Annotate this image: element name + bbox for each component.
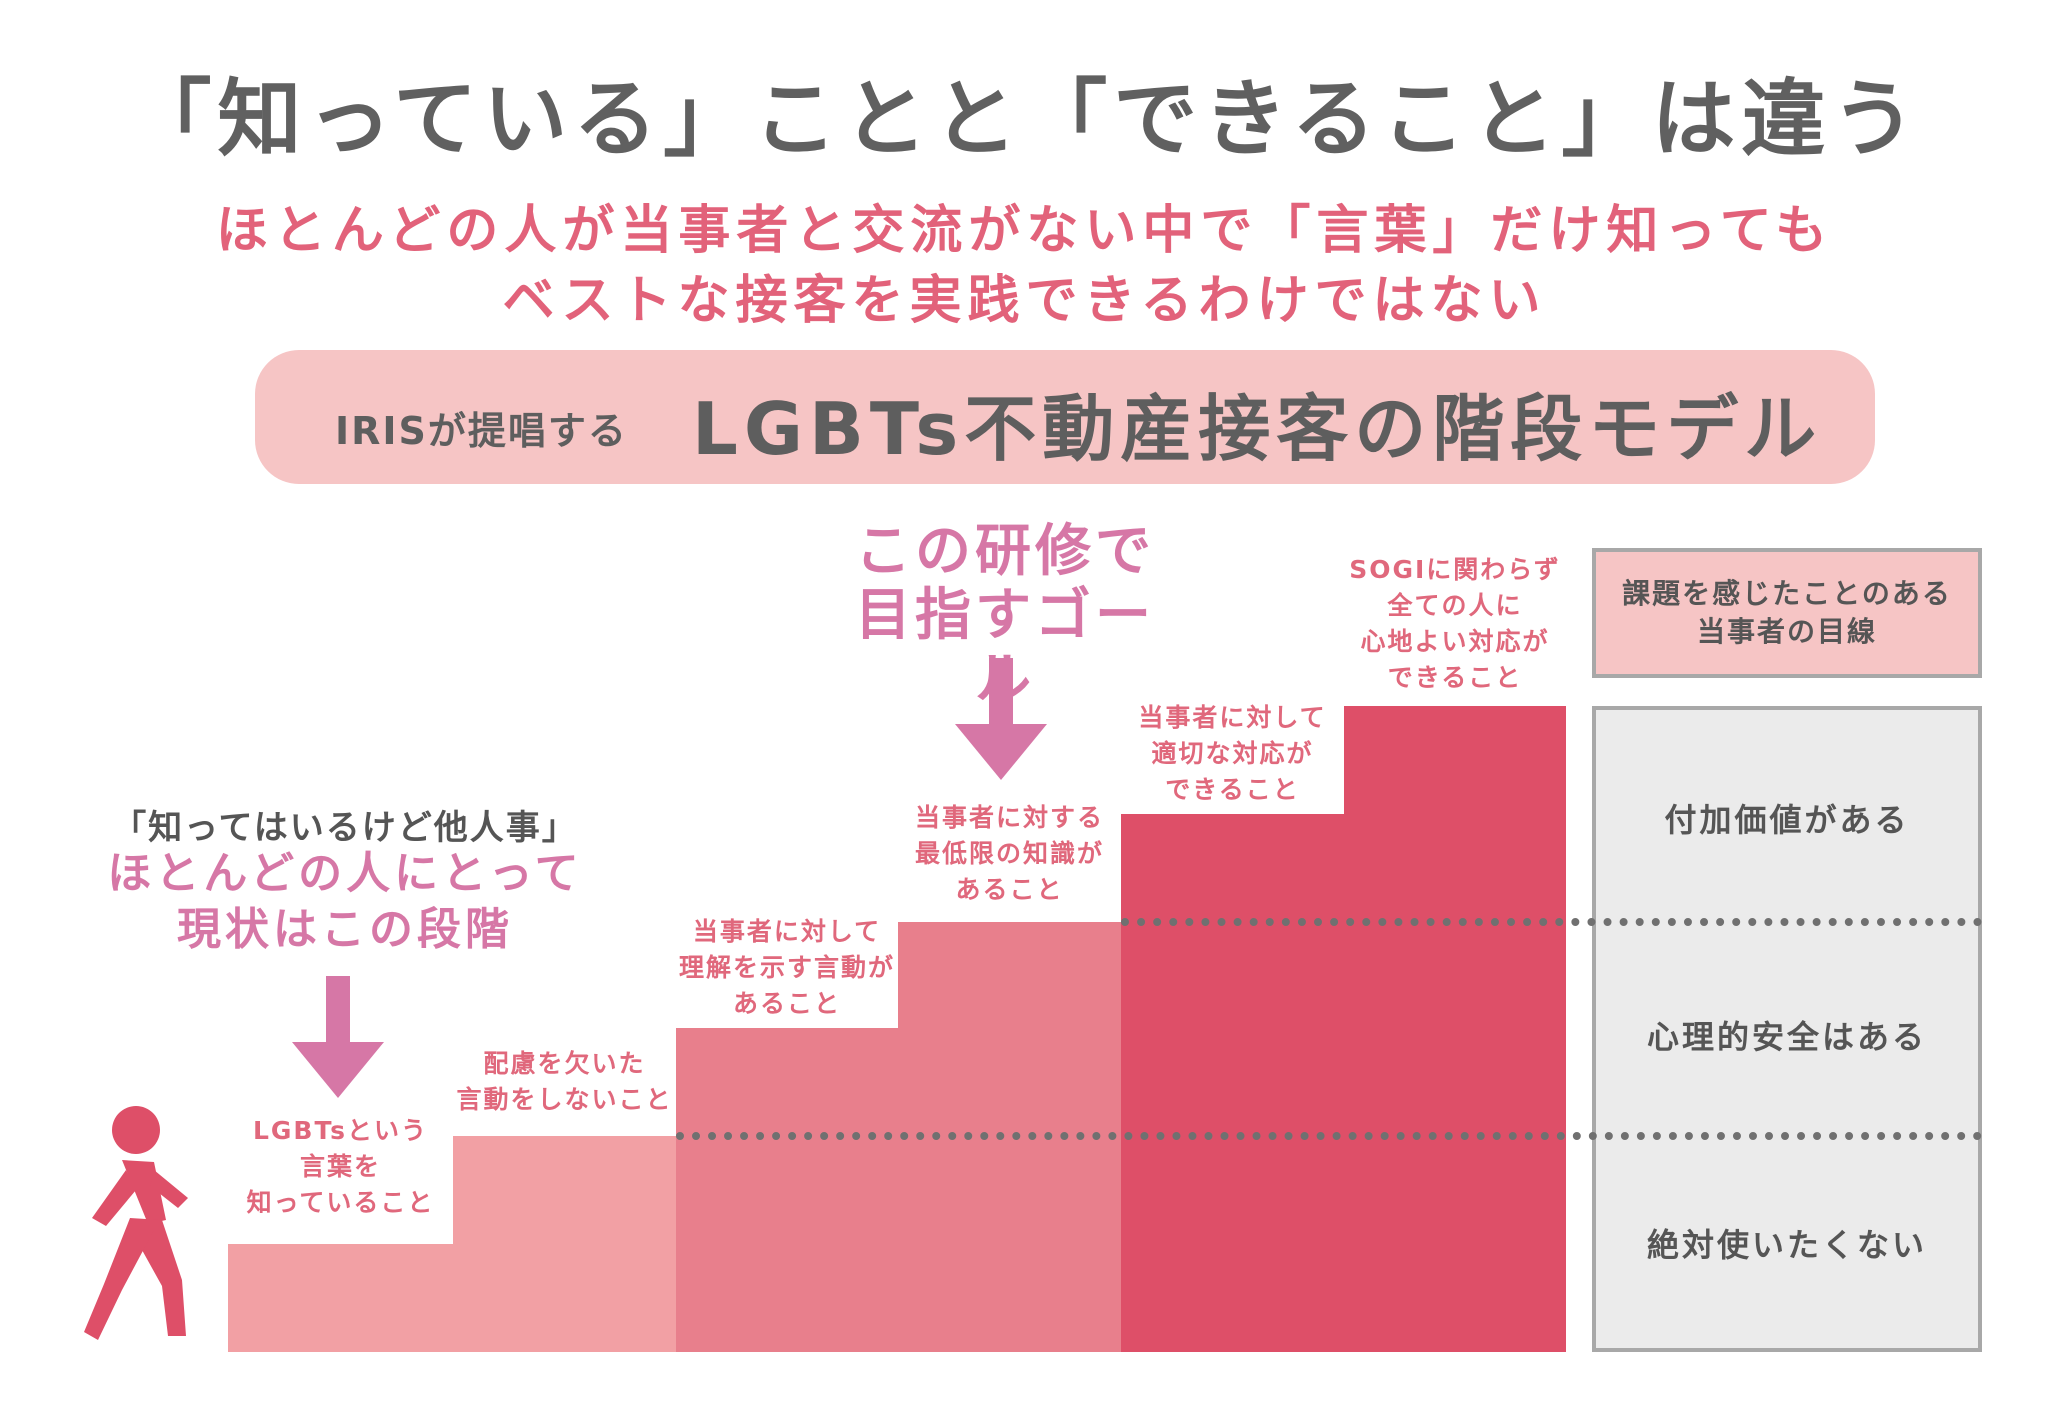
walking-person-icon — [84, 1106, 188, 1340]
step-label-4: 当事者に対する 最低限の知識が あること — [914, 803, 1104, 904]
current-note: ほとんどの人にとって 現状はこの段階 — [107, 848, 583, 955]
page-title: 「知っている」ことと「できること」は違う — [127, 70, 1922, 168]
model-banner — [255, 350, 1875, 484]
side-level-1: 付加価値がある — [1664, 801, 1910, 839]
step-block-1 — [228, 1244, 453, 1352]
step-label-3: 当事者に対して 理解を示す言動が あること — [678, 917, 895, 1018]
current-arrow-icon — [292, 976, 384, 1098]
divider-upper — [1121, 918, 1982, 926]
goal-arrow-icon — [955, 658, 1047, 780]
step-label-6: SOGIに関わらず 全ての人に 心地よい対応が できること — [1349, 555, 1561, 692]
step-block-2 — [453, 1136, 676, 1352]
step-label-5: 当事者に対して 適切な対応が できること — [1138, 703, 1327, 804]
subtitle-line-1: ほとんどの人が当事者と交流がない中で「言葉」だけ知っても — [215, 201, 1834, 261]
side-level-2: 心理的安全はある — [1646, 1018, 1927, 1056]
banner-title: LGBTs不動産接客の階段モデル — [692, 387, 1823, 471]
current-quote: 「知ってはいるけど他人事」 — [112, 808, 578, 848]
step-block-5 — [1121, 814, 1344, 1352]
step-block-3 — [676, 1028, 898, 1352]
step-block-6 — [1344, 706, 1566, 1352]
divider-lower — [676, 1132, 1982, 1140]
banner-prefix: IRISが提唱する — [335, 409, 628, 453]
side-panel — [1592, 706, 1982, 1352]
side-header: 課題を感じたことのある 当事者の目線 — [1592, 548, 1982, 678]
step-label-2: 配慮を欠いた 言動をしないこと — [456, 1049, 673, 1114]
step-label-1: LGBTsという 言葉を 知っていること — [246, 1116, 435, 1217]
side-level-3: 絶対使いたくない — [1646, 1226, 1927, 1264]
subtitle-line-2: ベストな接客を実践できるわけではない — [502, 271, 1547, 331]
